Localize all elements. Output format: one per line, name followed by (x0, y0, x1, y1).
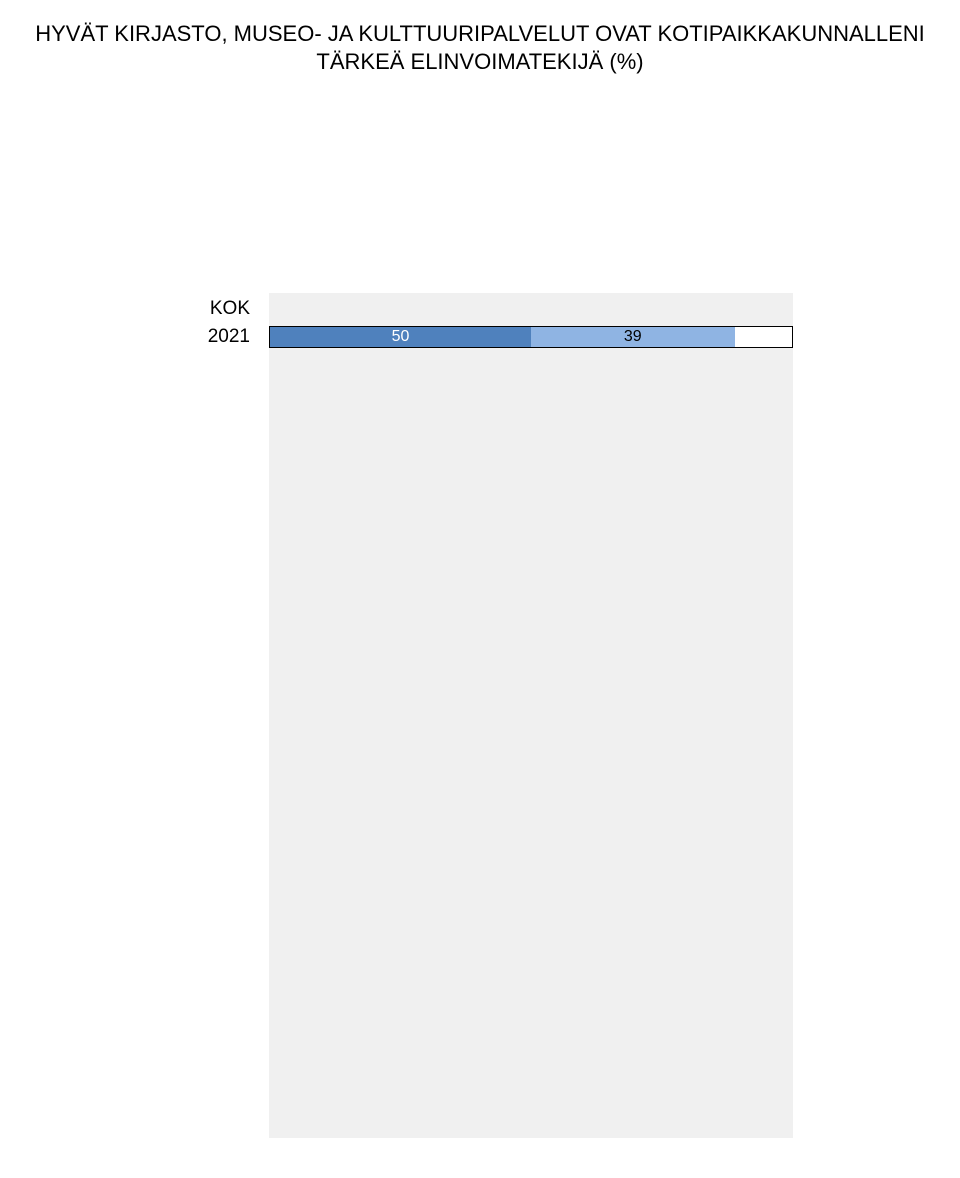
bar-segment-jokseenkin-samaa: 39 (531, 327, 735, 347)
bar-row-kok-2021: 50 39 (269, 326, 793, 348)
group-label-kok: KOK (209, 298, 250, 319)
chart-title: HYVÄT KIRJASTO, MUSEO- JA KULTTUURIPALVE… (35, 21, 925, 74)
row-label-kok-2021: 2021 (207, 326, 250, 347)
bar-segment-taysin-samaa: 50 (270, 327, 531, 347)
plot-area (269, 293, 793, 1138)
